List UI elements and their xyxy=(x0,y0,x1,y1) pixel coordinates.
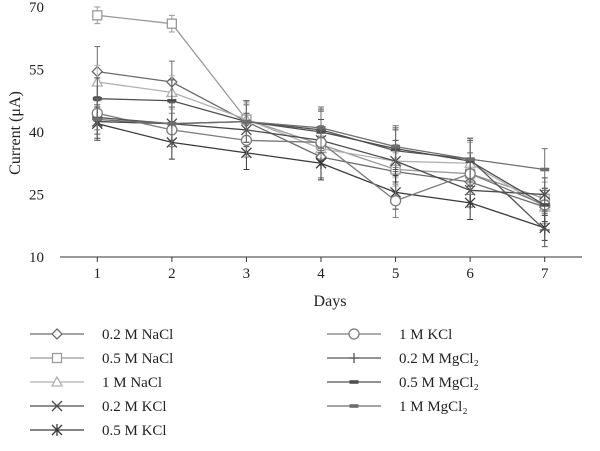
legend-marker xyxy=(348,328,360,340)
legend-item: 0.2 M KCl xyxy=(30,399,167,415)
legend-item: 1 M KCl xyxy=(327,327,452,343)
data-point xyxy=(540,167,550,172)
data-point xyxy=(539,224,550,235)
x-tick-label: 3 xyxy=(243,266,251,282)
legend-marker xyxy=(349,404,359,408)
legend-marker xyxy=(349,353,359,363)
y-tick-label: 10 xyxy=(29,250,44,266)
legend-item: 0.2 M NaCl xyxy=(30,327,173,343)
y-tick-label: 55 xyxy=(29,63,44,79)
data-point xyxy=(316,126,326,130)
legend-item: 0.5 M MgCl₂ xyxy=(327,375,479,391)
legend: 0.2 M NaCl 0.5 M NaCl 1 M NaCl 0.2 M KCl 0.5… xyxy=(30,327,479,439)
series-8 xyxy=(92,77,550,223)
axes: 1 2 3 4 5 6 7 10 25 40 55 70 xyxy=(29,0,582,282)
legend-label: 0.5 M KCl xyxy=(102,423,167,439)
legend-label: 0.2 M KCl xyxy=(102,399,167,415)
x-tick-label: 5 xyxy=(392,266,400,282)
legend-item: 0.5 M NaCl xyxy=(30,351,173,367)
legend-item: 0.5 M KCl xyxy=(30,423,167,439)
data-point xyxy=(166,18,178,29)
y-axis-label: Current (μA) xyxy=(7,91,24,175)
y-tick-label: 25 xyxy=(29,188,44,204)
data-point xyxy=(92,10,103,21)
data-point xyxy=(167,98,177,103)
legend-item: 1 M NaCl xyxy=(30,375,162,391)
x-tick-label: 6 xyxy=(466,266,474,282)
x-tick-label: 4 xyxy=(317,266,325,282)
legend-marker xyxy=(51,328,63,340)
legend-item: 1 M MgCl₂ xyxy=(327,399,468,415)
legend-label: 1 M MgCl₂ xyxy=(399,399,468,415)
y-tick-label: 70 xyxy=(29,0,44,16)
data-point xyxy=(389,195,402,207)
data-point xyxy=(167,121,177,126)
x-tick-label: 1 xyxy=(94,266,102,282)
data-point xyxy=(464,196,476,209)
x-axis-label: Days xyxy=(314,293,347,310)
legend-label: 0.2 M MgCl₂ xyxy=(399,351,479,367)
legend-marker xyxy=(51,400,63,412)
series-layer xyxy=(91,6,551,248)
data-point xyxy=(391,144,401,149)
legend-item: 0.2 M MgCl₂ xyxy=(327,351,479,367)
legend-label: 0.2 M NaCl xyxy=(102,327,173,343)
legend-label: 0.5 M MgCl₂ xyxy=(399,375,479,391)
series-9 xyxy=(92,98,550,191)
legend-marker xyxy=(51,424,63,436)
data-point xyxy=(465,157,475,161)
data-point xyxy=(92,117,102,122)
legend-marker xyxy=(51,352,63,364)
legend-label: 1 M NaCl xyxy=(102,375,162,391)
x-tick-label: 7 xyxy=(541,266,549,282)
y-tick-label: 40 xyxy=(29,125,44,141)
legend-label: 1 M KCl xyxy=(399,327,452,343)
legend-marker xyxy=(50,375,64,387)
data-point xyxy=(241,119,251,124)
legend-marker xyxy=(349,380,359,384)
data-point xyxy=(540,203,550,207)
legend-label: 0.5 M NaCl xyxy=(102,351,173,367)
x-tick-label: 2 xyxy=(168,266,176,282)
